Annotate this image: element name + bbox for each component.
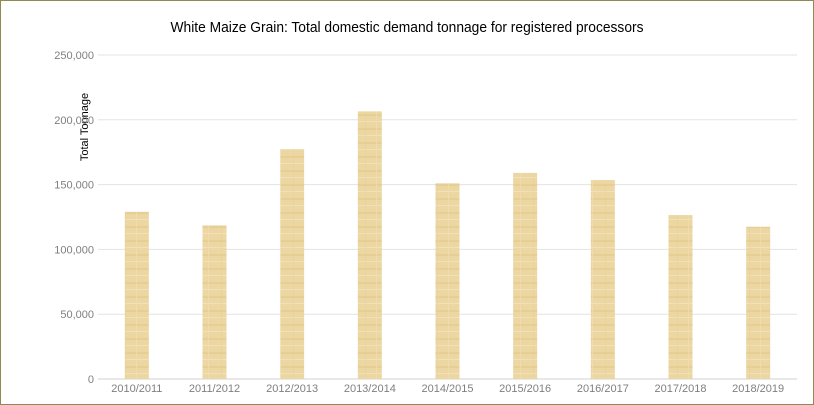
bar-2013-2014	[357, 111, 382, 379]
bar-2017-2018	[668, 215, 693, 379]
y-axis-ticks: 0 50,000 100,000 150,000 200,000 250,000	[54, 50, 94, 386]
bar-2016-2017	[590, 180, 615, 379]
y-tick-label: 50,000	[60, 309, 94, 321]
y-tick-label: 0	[88, 374, 94, 386]
y-tick-label: 100,000	[54, 244, 94, 256]
x-tick-label: 2017/2018	[655, 383, 707, 395]
bar-2018-2019	[746, 226, 771, 379]
x-tick-label: 2014/2015	[422, 383, 474, 395]
chart-title: White Maize Grain: Total domestic demand…	[170, 19, 644, 36]
x-tick-label: 2016/2017	[577, 383, 629, 395]
x-tick-label: 2012/2013	[266, 383, 318, 395]
y-tick-label: 250,000	[54, 50, 94, 62]
bar-2014-2015	[435, 183, 460, 379]
bar-2011-2012	[202, 225, 227, 379]
bars	[124, 111, 771, 379]
x-tick-label: 2013/2014	[344, 383, 396, 395]
x-tick-label: 2015/2016	[499, 383, 551, 395]
bar-2012-2013	[280, 148, 305, 379]
bar-2010-2011	[124, 211, 149, 379]
x-tick-label: 2018/2019	[732, 383, 784, 395]
bar-2015-2016	[513, 172, 538, 379]
x-tick-label: 2011/2012	[189, 383, 240, 395]
x-tick-label: 2010/2011	[111, 383, 162, 395]
y-tick-label: 150,000	[54, 180, 94, 192]
x-axis-ticks: 2010/2011 2011/2012 2012/2013 2013/2014 2014…	[111, 383, 784, 395]
y-tick-label: 200,000	[54, 115, 94, 127]
